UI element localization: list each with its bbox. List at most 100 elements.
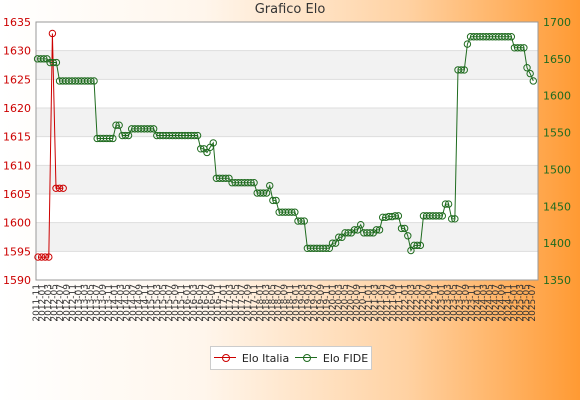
fide-point[interactable] [222, 174, 230, 182]
fide-point[interactable] [112, 121, 120, 129]
fide-point[interactable] [435, 212, 443, 220]
fide-point[interactable] [52, 58, 61, 67]
fide-point[interactable] [529, 77, 537, 85]
italia-point[interactable] [55, 184, 64, 192]
fide-point[interactable] [504, 33, 512, 41]
fide-point[interactable] [115, 121, 123, 129]
fide-point[interactable] [250, 178, 258, 187]
fide-point[interactable] [404, 232, 412, 240]
fide-point[interactable] [444, 200, 453, 208]
fide-point[interactable] [149, 125, 158, 133]
italia-point[interactable] [45, 253, 53, 261]
fide-point[interactable] [400, 224, 409, 233]
italia-point[interactable] [34, 253, 42, 261]
fide-point[interactable] [357, 221, 365, 229]
fide-point[interactable] [109, 134, 117, 143]
x-tick-label: 2021-05 [377, 284, 387, 322]
fide-point[interactable] [344, 229, 352, 237]
italia-point[interactable] [41, 253, 49, 261]
y-left-tick-label: 1600 [3, 217, 31, 230]
fide-point[interactable] [372, 226, 381, 234]
italia-point[interactable] [52, 184, 60, 192]
fide-point[interactable] [266, 181, 274, 190]
x-tick-label: 2023-07 [455, 284, 465, 322]
fide-point[interactable] [366, 229, 374, 237]
x-tick-label: 2015-07 [165, 284, 175, 322]
fide-point[interactable] [397, 224, 406, 233]
fide-point[interactable] [375, 226, 384, 234]
fide-point[interactable] [507, 33, 516, 41]
fide-point[interactable] [391, 212, 399, 220]
x-tick-label: 2019-03 [298, 284, 308, 322]
fide-point[interactable] [190, 131, 199, 140]
x-tick-label: 2019-09 [316, 284, 326, 322]
legend-item-fide[interactable]: Elo FIDE [294, 352, 368, 365]
fide-point[interactable] [523, 64, 531, 72]
x-tick-label: 2022-05 [413, 284, 423, 322]
fide-point[interactable] [269, 196, 277, 205]
fide-point[interactable] [49, 58, 57, 67]
y-left-tick-label: 1610 [3, 159, 31, 172]
x-tick-label: 2011-11 [32, 284, 42, 322]
fide-point[interactable] [463, 40, 472, 48]
fide-point[interactable] [526, 69, 534, 78]
italia-point[interactable] [59, 184, 67, 192]
fide-point[interactable] [460, 66, 468, 74]
fide-point[interactable] [520, 44, 528, 52]
fide-point[interactable] [272, 196, 280, 205]
x-tick-label: 2024-03 [480, 284, 490, 322]
fide-point[interactable] [193, 131, 202, 140]
fide-point[interactable] [288, 208, 296, 216]
x-tick-label: 2024-11 [504, 284, 514, 322]
fide-point[interactable] [297, 217, 305, 225]
x-tick-label: 2018-01 [256, 284, 266, 322]
fide-point[interactable] [146, 125, 155, 133]
fide-point[interactable] [90, 77, 98, 85]
fide-point[interactable] [416, 241, 425, 250]
fide-point[interactable] [300, 217, 308, 225]
x-tick-label: 2024-01 [474, 284, 484, 322]
x-tick-layer: 2011-112012-012012-032012-052012-072012-… [32, 284, 538, 322]
fide-point[interactable] [441, 200, 450, 208]
fide-point[interactable] [247, 178, 255, 187]
x-tick-label: 2022-07 [419, 284, 429, 322]
fide-point[interactable] [40, 55, 48, 63]
fide-point[interactable] [335, 233, 343, 241]
fide-point[interactable] [124, 131, 133, 140]
fide-point[interactable] [438, 212, 447, 220]
fide-point[interactable] [451, 215, 459, 223]
y-left-tick-label: 1605 [3, 188, 31, 201]
italia-point[interactable] [48, 29, 57, 38]
fide-point[interactable] [457, 66, 465, 74]
fide-point[interactable] [394, 212, 403, 220]
x-tick-label: 2020-01 [328, 284, 338, 322]
x-tick-label: 2013-01 [74, 284, 84, 322]
fide-point[interactable] [106, 134, 114, 143]
italia-point[interactable] [37, 253, 46, 261]
x-tick-label: 2016-03 [189, 284, 199, 322]
fide-point[interactable] [517, 44, 525, 52]
y-right-tick-label: 1650 [543, 53, 571, 66]
fide-point[interactable] [322, 244, 330, 253]
fide-point[interactable] [262, 189, 271, 197]
x-tick-label: 2021-09 [389, 284, 399, 322]
fide-point[interactable] [87, 77, 95, 85]
x-tick-label: 2023-11 [467, 284, 477, 322]
x-tick-label: 2017-03 [226, 284, 236, 322]
fide-point[interactable] [350, 226, 359, 234]
fide-point[interactable] [197, 145, 205, 153]
fide-point[interactable] [448, 215, 456, 223]
fide-point[interactable] [291, 208, 299, 216]
fide-point[interactable] [209, 139, 217, 147]
fide-point[interactable] [331, 239, 340, 247]
grid-layer [36, 21, 538, 281]
fide-point[interactable] [413, 241, 421, 250]
x-tick-label: 2017-09 [244, 284, 254, 322]
x-tick-label: 2024-07 [492, 284, 502, 322]
legend-item-italia[interactable]: Elo Italia [213, 352, 289, 365]
x-tick-label: 2019-11 [322, 284, 332, 322]
fide-point[interactable] [259, 189, 268, 197]
fide-point[interactable] [328, 239, 337, 247]
fide-point[interactable] [121, 131, 130, 140]
